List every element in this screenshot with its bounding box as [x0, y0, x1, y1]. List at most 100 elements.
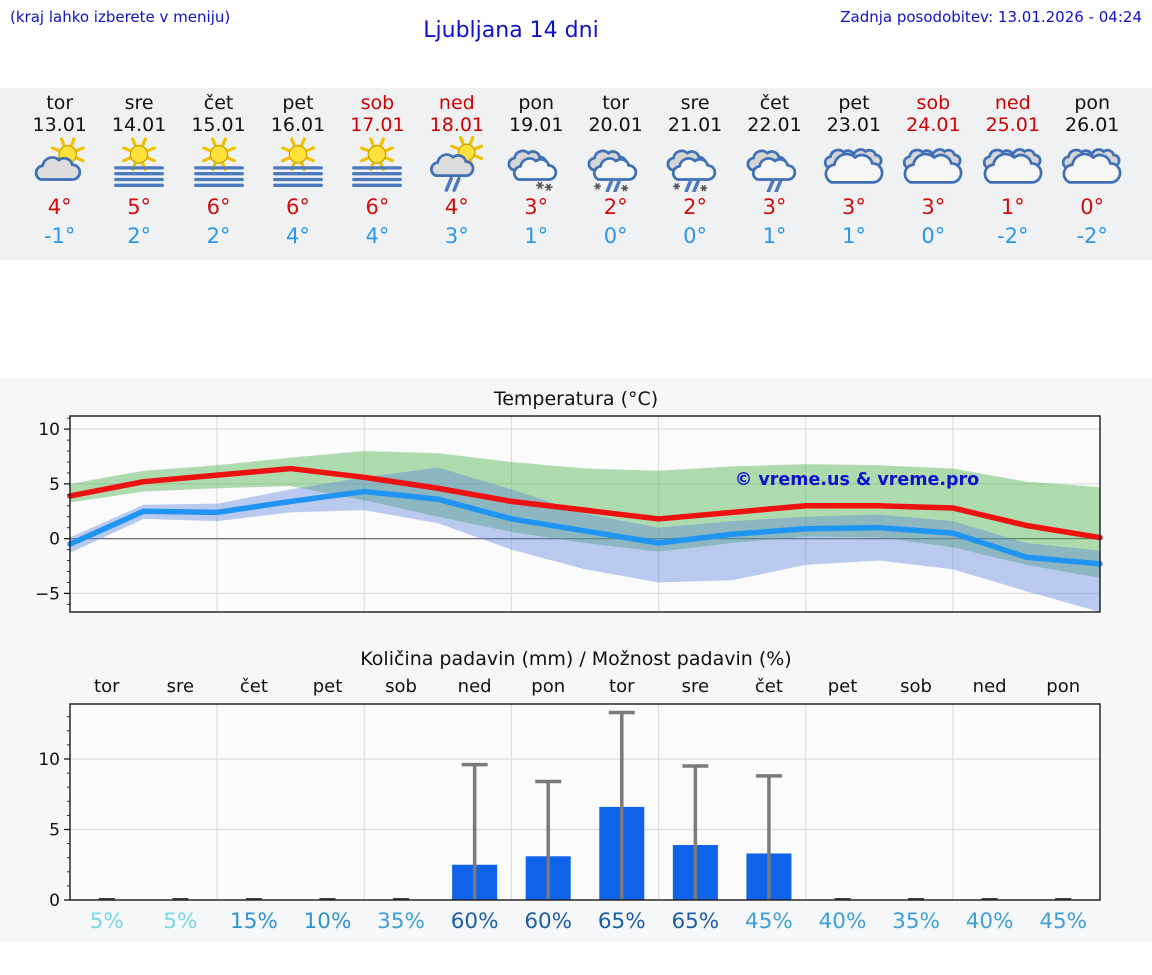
day-column-sob-17.01: sob 17.01 6° 4°	[338, 88, 417, 260]
weather-icon-cloudy	[894, 136, 973, 192]
last-update-text: Zadnja posodobitev: 13.01.2026 - 04:24	[840, 8, 1142, 26]
day-label: pet	[828, 676, 858, 697]
day-date: 19.01	[509, 114, 564, 136]
temp-max: 1°	[1000, 195, 1025, 219]
temp-max: 3°	[921, 195, 946, 219]
precip-probability-label: 35%	[377, 909, 425, 934]
temp-max: 3°	[841, 195, 866, 219]
precip-zero-mark	[98, 898, 115, 900]
day-column-ned-25.01: ned 25.01 1° -2°	[973, 88, 1052, 260]
precip-probability-label: 65%	[671, 909, 719, 934]
min-temperature-line	[67, 488, 1103, 567]
y-tick-label: 5	[49, 475, 60, 495]
daily-forecast-strip: tor 13.01 4° -1° sre 14.01 5° 2° čet 15.01 6° 2° pet…	[0, 88, 1152, 260]
day-name: ned	[438, 92, 475, 114]
precip-probability-label: 40%	[966, 909, 1014, 934]
weather-icon-cloud-snow	[497, 136, 576, 192]
weather-icon-sun-fog	[179, 136, 258, 192]
day-name: tor	[46, 92, 74, 114]
day-name: čet	[759, 92, 790, 114]
temp-min: 2°	[206, 224, 231, 248]
day-column-čet-15.01: čet 15.01 6° 2°	[179, 88, 258, 260]
plot-area	[70, 704, 1100, 900]
page-title: Ljubljana 14 dni	[423, 18, 599, 43]
day-column-pon-19.01: pon 19.01 3° 1°	[497, 88, 576, 260]
day-label: pet	[313, 676, 343, 697]
weather-icon-cloud-sleet	[655, 136, 734, 192]
temp-max: 6°	[286, 195, 310, 219]
precip-probability-label: 45%	[1039, 909, 1087, 934]
spacer	[0, 618, 1152, 646]
y-tick-label: −5	[35, 584, 60, 604]
day-date: 22.01	[747, 114, 802, 136]
day-date: 15.01	[191, 114, 246, 136]
temp-min: 0°	[921, 224, 946, 248]
day-name: sob	[916, 92, 951, 114]
precip-zero-mark	[834, 898, 851, 900]
weather-icon-sun-cloud	[20, 136, 99, 192]
charts-section: Temperatura (°C) © vreme.us & vreme.pro −…	[0, 378, 1152, 942]
watermark-link[interactable]: © vreme.us & vreme.pro	[735, 470, 979, 490]
temp-min: -2°	[997, 224, 1029, 248]
precip-zero-mark	[981, 898, 998, 900]
max-range-band	[70, 451, 1100, 579]
day-date: 26.01	[1064, 114, 1120, 136]
precip-probability-label: 15%	[230, 909, 278, 934]
precip-zero-mark	[393, 898, 410, 900]
precip-zero-mark	[319, 898, 336, 900]
day-label: ned	[973, 676, 1007, 697]
y-tick-label: 0	[49, 530, 60, 550]
y-tick-label: 5	[49, 820, 60, 840]
day-column-sre-21.01: sre 21.01 2° 0°	[655, 88, 734, 260]
weather-icon-cloudy	[973, 136, 1052, 192]
weather-icon-cloudy	[1052, 136, 1131, 192]
temp-min: 3°	[444, 224, 469, 248]
day-date: 16.01	[270, 114, 326, 136]
day-label: tor	[94, 676, 120, 697]
day-label: sre	[167, 676, 194, 697]
day-label: čet	[755, 676, 783, 697]
y-tick-label: 10	[38, 750, 60, 770]
day-column-pon-26.01: pon 26.01 0° -2°	[1052, 88, 1131, 260]
precip-probability-label: 35%	[892, 909, 940, 934]
day-label: pon	[531, 676, 565, 697]
y-tick-label: 10	[38, 420, 60, 440]
day-column-tor-13.01: tor 13.01 4° -1°	[20, 88, 99, 260]
min-range-band	[70, 467, 1100, 612]
temp-min: 4°	[286, 224, 310, 248]
temp-min: 0°	[603, 224, 628, 248]
precip-probability-label: 45%	[745, 909, 793, 934]
temp-max: 0°	[1080, 195, 1105, 219]
y-tick-label: 0	[49, 891, 60, 911]
precip-probability-label: 40%	[819, 909, 867, 934]
day-label: ned	[458, 676, 492, 697]
weather-icon-sun-fog	[258, 136, 337, 192]
day-name: pon	[1074, 92, 1111, 114]
temp-min: -2°	[1076, 224, 1108, 248]
day-column-tor-20.01: tor 20.01 2° 0°	[576, 88, 655, 260]
weather-icon-sun-fog	[338, 136, 417, 192]
temp-min: 1°	[841, 224, 866, 248]
day-name: čet	[203, 92, 234, 114]
day-name: pon	[518, 92, 555, 114]
day-label: tor	[609, 676, 635, 697]
temp-max: 5°	[127, 195, 152, 219]
weather-icon-cloud-rain	[735, 136, 814, 192]
day-label: pon	[1046, 676, 1080, 697]
temp-min: 4°	[365, 224, 390, 248]
weather-icon-cloud-sleet	[576, 136, 655, 192]
max-temperature-line	[67, 465, 1103, 541]
location-menu-hint: (kraj lahko izberete v meniju)	[10, 8, 231, 26]
temperature-chart: © vreme.us & vreme.pro −5 0 5 10	[35, 415, 1103, 613]
day-column-ned-18.01: ned 18.01 4° 3°	[417, 88, 496, 260]
day-column-sob-24.01: sob 24.01 3° 0°	[894, 88, 973, 260]
spacer	[0, 260, 1152, 378]
day-name: sre	[680, 92, 710, 114]
temp-min: 0°	[683, 224, 708, 248]
day-date: 20.01	[588, 114, 643, 136]
temp-max: 2°	[603, 195, 628, 219]
day-label: čet	[240, 676, 268, 697]
precipitation-chart-title: Količina padavin (mm) / Možnost padavin …	[360, 648, 792, 670]
plot-border	[69, 415, 1101, 613]
day-date: 21.01	[667, 114, 723, 136]
